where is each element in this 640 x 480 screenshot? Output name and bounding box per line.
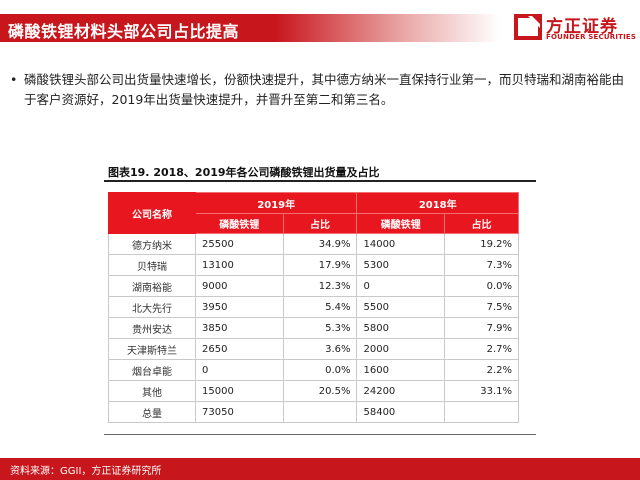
company-name: 贝特瑞 [108,254,196,276]
logo-english-name: FOUNDER SECURITIES [546,33,637,41]
company-name: 湖南裕能 [108,275,196,297]
share-2018: 2.7% [444,338,519,360]
founder-logo-icon [514,14,542,40]
company-logo: 方正证券 FOUNDER SECURITIES [514,12,637,48]
shipment-2018: 58400 [356,401,446,423]
column-header-2019: 2019年 [194,192,358,214]
share-2019: 17.9% [282,254,358,276]
bullet-icon: • [10,72,18,87]
shipment-2018: 5500 [356,296,446,318]
column-header-2018: 2018年 [356,192,519,214]
shipment-2018: 24200 [356,380,446,402]
figure-title-divider [104,180,536,182]
shipment-2018: 5800 [356,317,446,339]
shipment-2019: 0 [195,359,284,381]
sub-header-share-2019: 占比 [282,213,358,234]
table-row-total: 总量 73050 58400 [108,401,519,423]
share-2018 [444,401,519,423]
share-2018: 19.2% [444,233,519,255]
table-row: 北大先行 3950 5.4% 5500 7.5% [108,296,519,318]
figure-title: 图表19. 2018、2019年各公司磷酸铁锂出货量及占比 [108,166,380,179]
shipment-2018: 0 [356,275,446,297]
data-source: 资料来源：GGII，方正证券研究所 [10,466,162,477]
company-name: 天津斯特兰 [108,338,196,360]
table-row: 德方纳米 25500 34.9% 14000 19.2% [108,233,519,255]
share-2018: 7.5% [444,296,519,318]
shipment-2019: 73050 [195,401,284,423]
sub-header-lfp-2019: 磷酸铁锂 [195,213,284,234]
shipment-2019: 15000 [195,380,284,402]
shipment-2019: 3850 [195,317,284,339]
table-row: 其他 15000 20.5% 24200 33.1% [108,380,519,402]
share-2018: 7.3% [444,254,519,276]
company-name: 烟台卓能 [108,359,196,381]
share-2018: 7.9% [444,317,519,339]
shipment-2019: 25500 [195,233,284,255]
sub-header-lfp-2018: 磷酸铁锂 [356,213,446,234]
share-2018: 0.0% [444,275,519,297]
summary-paragraph: • 磷酸铁锂头部公司出货量快速增长，份额快速提升，其中德方纳米一直保持行业第一，… [10,70,625,110]
share-2019: 3.6% [282,338,358,360]
sub-header-share-2018: 占比 [444,213,519,234]
summary-text: 磷酸铁锂头部公司出货量快速增长，份额快速提升，其中德方纳米一直保持行业第一，而贝… [24,72,625,107]
shipment-2018: 1600 [356,359,446,381]
table-row: 天津斯特兰 2650 3.6% 2000 2.7% [108,338,519,360]
shipment-2019: 2650 [195,338,284,360]
figure-bottom-divider [104,434,536,435]
page-title: 磷酸铁锂材料头部公司占比提高 [8,22,240,41]
shipment-2018: 5300 [356,254,446,276]
company-name: 其他 [108,380,196,402]
share-2019: 12.3% [282,275,358,297]
share-2019: 5.3% [282,317,358,339]
shipment-2018: 14000 [356,233,446,255]
company-name: 贵州安达 [108,317,196,339]
table-row: 烟台卓能 0 0.0% 1600 2.2% [108,359,519,381]
company-name: 北大先行 [108,296,196,318]
shipment-table: 公司名称 2019年 2018年 磷酸铁锂 占比 磷酸铁锂 占比 德方纳米 25… [108,192,519,423]
share-2018: 2.2% [444,359,519,381]
table-row: 贵州安达 3850 5.3% 5800 7.9% [108,317,519,339]
shipment-2019: 9000 [195,275,284,297]
logo-chinese-name: 方正证券 [546,17,618,37]
table-row: 湖南裕能 9000 12.3% 0 0.0% [108,275,519,297]
share-2019: 0.0% [282,359,358,381]
share-2019 [282,401,358,423]
share-2019: 5.4% [282,296,358,318]
table-row: 贝特瑞 13100 17.9% 5300 7.3% [108,254,519,276]
column-header-company: 公司名称 [108,192,196,234]
title-bar: 磷酸铁锂材料头部公司占比提高 [0,14,500,42]
company-name: 总量 [108,401,196,423]
share-2018: 33.1% [444,380,519,402]
footer-bar: 资料来源：GGII，方正证券研究所 [0,458,640,480]
shipment-2018: 2000 [356,338,446,360]
share-2019: 34.9% [282,233,358,255]
company-name: 德方纳米 [108,233,196,255]
shipment-2019: 13100 [195,254,284,276]
shipment-2019: 3950 [195,296,284,318]
share-2019: 20.5% [282,380,358,402]
